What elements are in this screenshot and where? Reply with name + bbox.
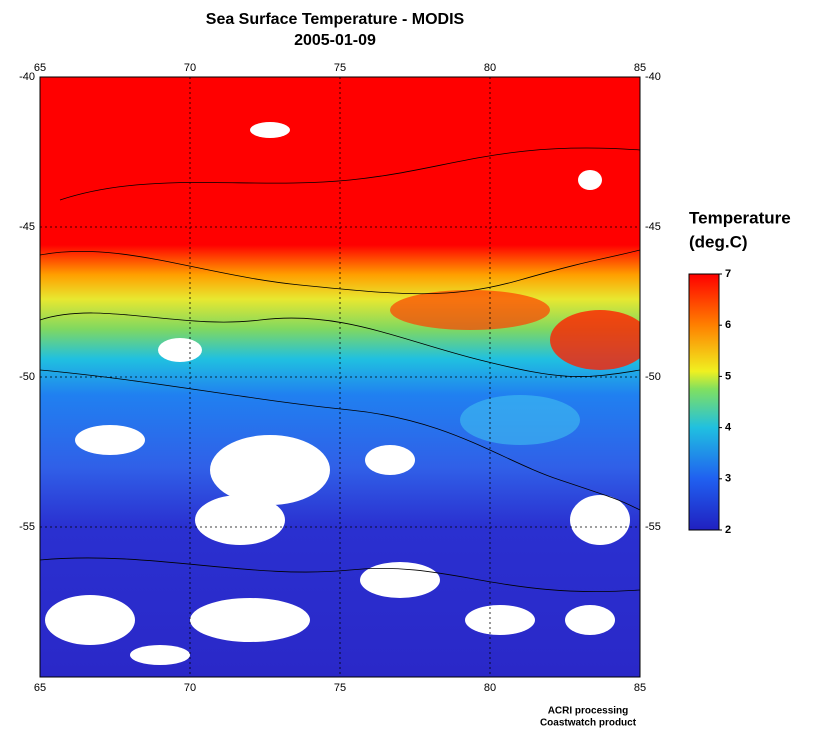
x-tick-label: 70 — [184, 62, 196, 74]
x-tick-label: 85 — [634, 682, 646, 694]
x-tick-label: 75 — [334, 682, 346, 694]
credit: ACRI processing — [548, 706, 629, 717]
colorbar-tick-label: 7 — [725, 268, 731, 280]
subtitle: 2005-01-09 — [294, 32, 376, 49]
y-tick-label: -50 — [19, 371, 35, 383]
colorbar-tick-label: 2 — [725, 524, 731, 536]
colorbar-tick-label: 6 — [725, 319, 731, 331]
x-tick-label: 80 — [484, 682, 496, 694]
colorbar-tick-label: 4 — [725, 422, 732, 434]
title: Sea Surface Temperature - MODIS — [206, 11, 465, 28]
x-tick-label: 70 — [184, 682, 196, 694]
y-tick-label: -40 — [645, 71, 661, 83]
y-tick-label: -55 — [645, 521, 661, 533]
colorbar-tick-label: 5 — [725, 370, 731, 382]
colorbar-tick-label: 3 — [725, 473, 731, 485]
colorbar-unit: (deg.C) — [689, 232, 748, 251]
x-tick-label: 65 — [34, 682, 46, 694]
x-tick-label: 80 — [484, 62, 496, 74]
x-tick-label: 85 — [634, 62, 646, 74]
colorbar-title: Temperature — [689, 208, 791, 227]
y-tick-label: -55 — [19, 521, 35, 533]
x-tick-label: 75 — [334, 62, 346, 74]
y-tick-label: -50 — [645, 371, 661, 383]
y-tick-label: -45 — [19, 221, 35, 233]
colorbar — [688, 273, 720, 531]
credit: Coastwatch product — [540, 718, 637, 729]
y-tick-label: -45 — [645, 221, 661, 233]
x-tick-label: 65 — [34, 62, 46, 74]
y-tick-label: -40 — [19, 71, 35, 83]
